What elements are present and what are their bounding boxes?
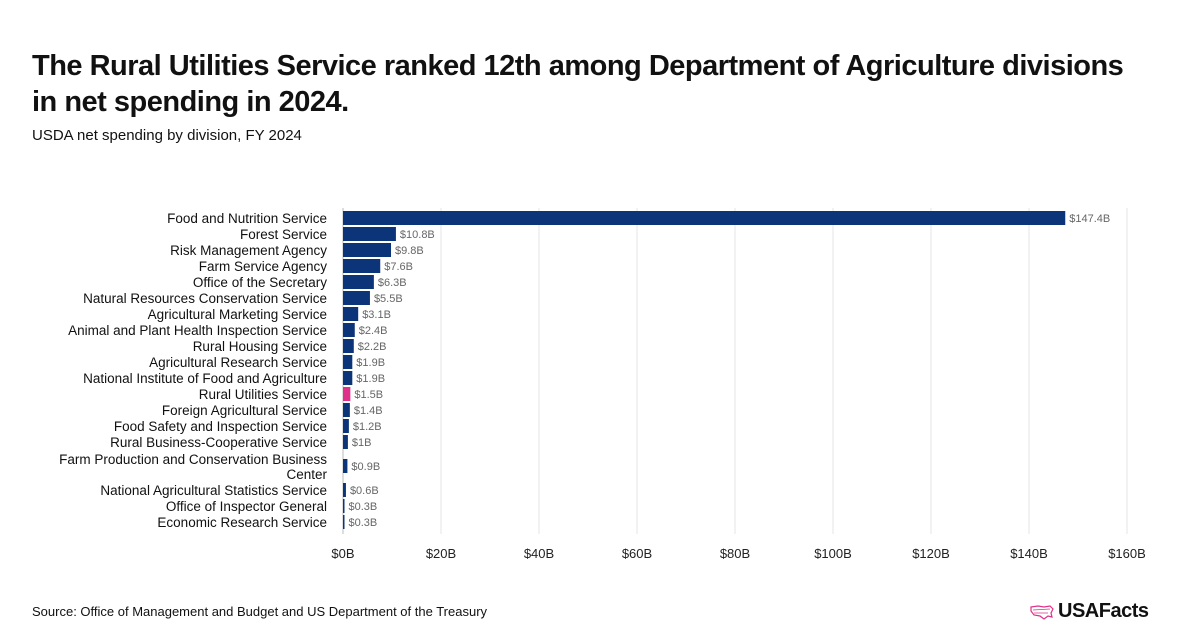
data-label: $1B bbox=[352, 437, 372, 449]
data-label: $0.3B bbox=[348, 517, 377, 529]
bar bbox=[343, 387, 351, 401]
bar bbox=[343, 323, 355, 337]
category-label: Rural Housing Service bbox=[193, 339, 327, 354]
bar bbox=[343, 339, 354, 353]
logo-text: USAFacts bbox=[1058, 600, 1149, 622]
x-tick-label: $0B bbox=[331, 546, 354, 561]
category-label: Economic Research Service bbox=[157, 515, 327, 530]
bar bbox=[343, 483, 346, 497]
data-label: $10.8B bbox=[400, 229, 435, 241]
bar bbox=[343, 499, 345, 513]
bar bbox=[343, 291, 370, 305]
us-map-icon bbox=[1030, 604, 1054, 620]
bar bbox=[343, 403, 350, 417]
usafacts-logo[interactable]: USAFacts bbox=[1030, 600, 1149, 623]
data-label: $1.5B bbox=[354, 389, 383, 401]
data-label: $1.9B bbox=[356, 357, 385, 369]
category-label: National Institute of Food and Agricultu… bbox=[83, 371, 327, 386]
category-label: Animal and Plant Health Inspection Servi… bbox=[68, 323, 327, 338]
x-tick-label: $100B bbox=[814, 546, 852, 561]
category-label: Food Safety and Inspection Service bbox=[114, 419, 327, 434]
data-label: $5.5B bbox=[374, 293, 403, 305]
category-label: Rural Business-Cooperative Service bbox=[110, 435, 327, 450]
data-label: $1.9B bbox=[356, 373, 385, 385]
category-label: Office of the Secretary bbox=[193, 275, 327, 290]
source-note: Source: Office of Management and Budget … bbox=[32, 604, 488, 619]
x-tick-label: $120B bbox=[912, 546, 950, 561]
bar bbox=[343, 211, 1066, 225]
data-label: $0.6B bbox=[350, 485, 379, 497]
x-tick-label: $40B bbox=[524, 546, 554, 561]
x-tick-label: $80B bbox=[720, 546, 750, 561]
data-label: $1.4B bbox=[354, 405, 383, 417]
data-label: $0.9B bbox=[351, 461, 380, 473]
category-label: Farm Service Agency bbox=[199, 259, 328, 274]
chart-subtitle: USDA net spending by division, FY 2024 bbox=[32, 127, 302, 144]
x-tick-label: $160B bbox=[1108, 546, 1146, 561]
chart-title: The Rural Utilities Service ranked 12th … bbox=[32, 50, 1124, 118]
data-label: $2.2B bbox=[358, 341, 387, 353]
data-label: $6.3B bbox=[378, 277, 407, 289]
bar bbox=[343, 259, 381, 273]
x-tick-label: $140B bbox=[1010, 546, 1048, 561]
bar bbox=[343, 275, 374, 289]
data-label: $9.8B bbox=[395, 245, 424, 257]
x-tick-label: $20B bbox=[426, 546, 456, 561]
data-label: $3.1B bbox=[362, 309, 391, 321]
category-label: Agricultural Marketing Service bbox=[148, 307, 327, 322]
category-label: Forest Service bbox=[240, 227, 327, 242]
bar bbox=[343, 355, 353, 369]
category-label: Farm Production and Conservation Busines… bbox=[59, 452, 327, 482]
bar bbox=[343, 307, 359, 321]
category-label: Office of Inspector General bbox=[166, 499, 327, 514]
category-label: Rural Utilities Service bbox=[199, 387, 327, 402]
bar bbox=[343, 459, 348, 473]
bar bbox=[343, 371, 353, 385]
category-label: National Agricultural Statistics Service bbox=[100, 483, 327, 498]
bar bbox=[343, 227, 396, 241]
data-label: $1.2B bbox=[353, 421, 382, 433]
data-label: $7.6B bbox=[384, 261, 413, 273]
category-label: Food and Nutrition Service bbox=[167, 211, 327, 226]
category-label: Risk Management Agency bbox=[170, 243, 327, 258]
bar bbox=[343, 243, 392, 257]
category-label: Foreign Agricultural Service bbox=[162, 403, 327, 418]
data-label: $147.4B bbox=[1069, 213, 1110, 225]
bar bbox=[343, 419, 349, 433]
bar bbox=[343, 515, 345, 529]
category-label: Agricultural Research Service bbox=[149, 355, 327, 370]
data-label: $2.4B bbox=[359, 325, 388, 337]
category-label: Natural Resources Conservation Service bbox=[83, 291, 327, 306]
x-tick-label: $60B bbox=[622, 546, 652, 561]
bar bbox=[343, 435, 348, 449]
data-label: $0.3B bbox=[348, 501, 377, 513]
